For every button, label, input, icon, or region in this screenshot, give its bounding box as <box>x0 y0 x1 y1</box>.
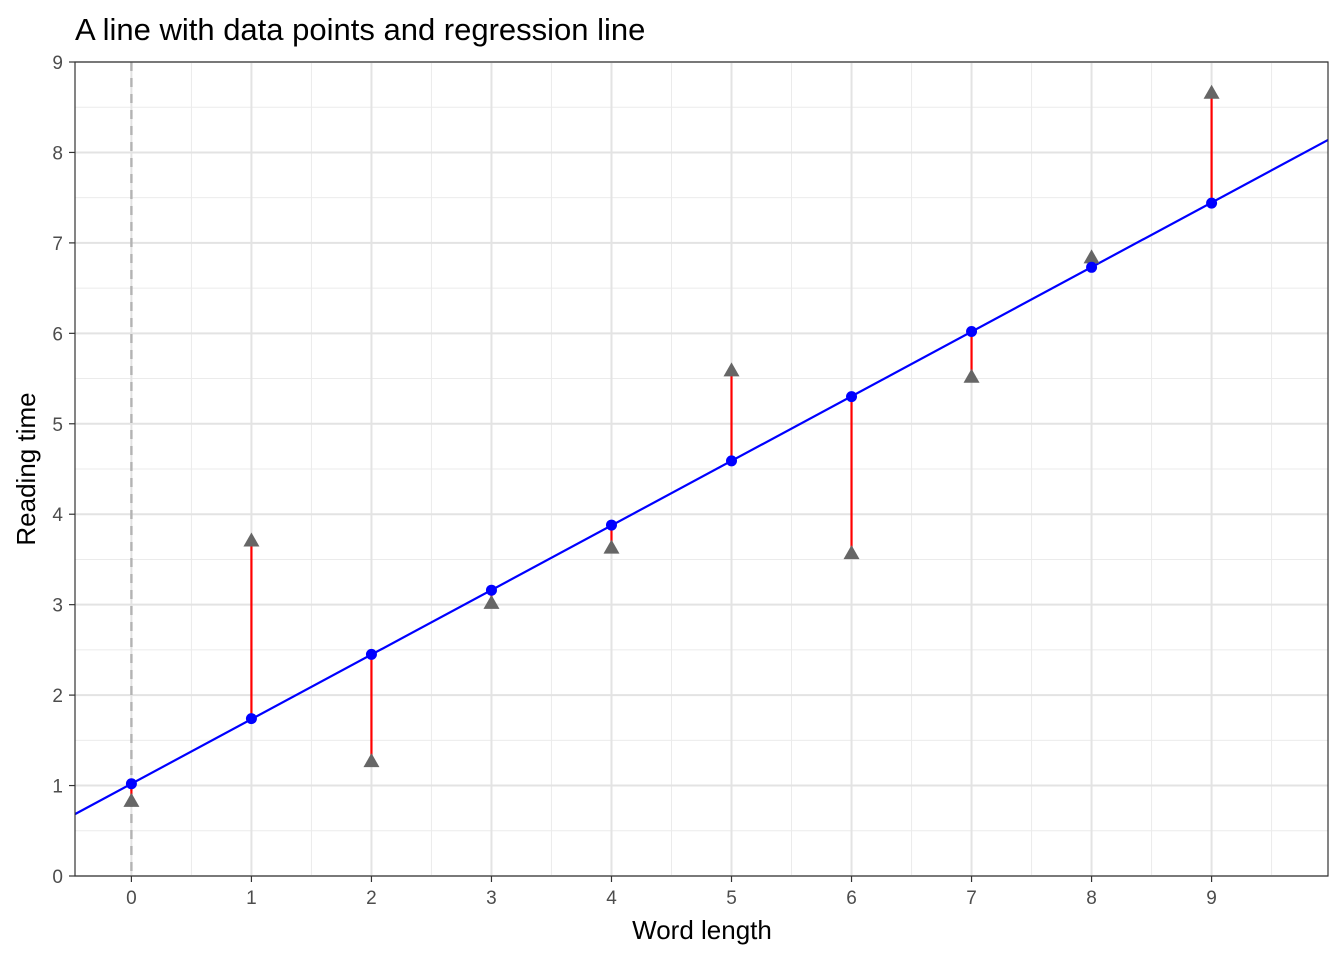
x-axis: 0 1 2 3 4 5 6 7 8 9 <box>126 876 1217 909</box>
y-axis-label: Reading time <box>11 392 41 545</box>
y-tick-label: 6 <box>52 324 63 345</box>
x-tick-label: 6 <box>846 888 857 909</box>
observed-point <box>1083 249 1100 264</box>
observed-point <box>363 753 380 768</box>
x-tick-label: 3 <box>486 888 497 909</box>
observed-point <box>1203 84 1220 99</box>
x-tick-label: 2 <box>366 888 377 909</box>
fitted-point <box>966 326 978 338</box>
fitted-point <box>365 648 377 660</box>
y-tick-label: 5 <box>52 415 63 436</box>
grid <box>75 61 1328 877</box>
observed-point <box>603 539 620 554</box>
fitted-points-layer <box>125 197 1218 790</box>
fitted-point <box>846 391 858 403</box>
x-tick-label: 1 <box>246 888 257 909</box>
x-tick-label: 7 <box>966 888 977 909</box>
x-tick-label: 4 <box>606 888 617 909</box>
y-tick-label: 1 <box>52 777 63 798</box>
x-axis-label: Word length <box>632 915 772 945</box>
observed-points-layer <box>123 84 1220 807</box>
regression-line-layer <box>74 138 1329 816</box>
y-tick-label: 4 <box>52 505 63 526</box>
fitted-point <box>605 519 617 531</box>
regression-line <box>74 138 1329 816</box>
x-tick-label: 0 <box>126 888 137 909</box>
y-tick-label: 3 <box>52 596 63 617</box>
y-axis: 0 1 2 3 4 5 6 7 8 9 <box>52 53 75 888</box>
y-tick-label: 8 <box>52 143 63 164</box>
fitted-point <box>485 584 497 596</box>
y-tick-label: 0 <box>52 867 63 888</box>
fitted-point <box>245 713 257 725</box>
y-tick-label: 2 <box>52 686 63 707</box>
chart-title: A line with data points and regression l… <box>75 12 645 47</box>
y-tick-label: 9 <box>52 53 63 74</box>
x-tick-label: 8 <box>1086 888 1097 909</box>
fitted-point <box>125 778 137 790</box>
panel-border <box>74 61 1329 877</box>
fitted-point <box>1086 261 1098 273</box>
observed-point <box>843 545 860 560</box>
y-tick-label: 7 <box>52 234 63 255</box>
observed-point <box>963 368 980 383</box>
observed-point <box>723 362 740 377</box>
x-tick-label: 5 <box>726 888 737 909</box>
x-tick-label: 9 <box>1206 888 1217 909</box>
fitted-point <box>726 455 738 467</box>
observed-point <box>123 792 140 807</box>
observed-point <box>483 594 500 609</box>
fitted-point <box>1206 197 1218 209</box>
observed-point <box>243 532 260 547</box>
